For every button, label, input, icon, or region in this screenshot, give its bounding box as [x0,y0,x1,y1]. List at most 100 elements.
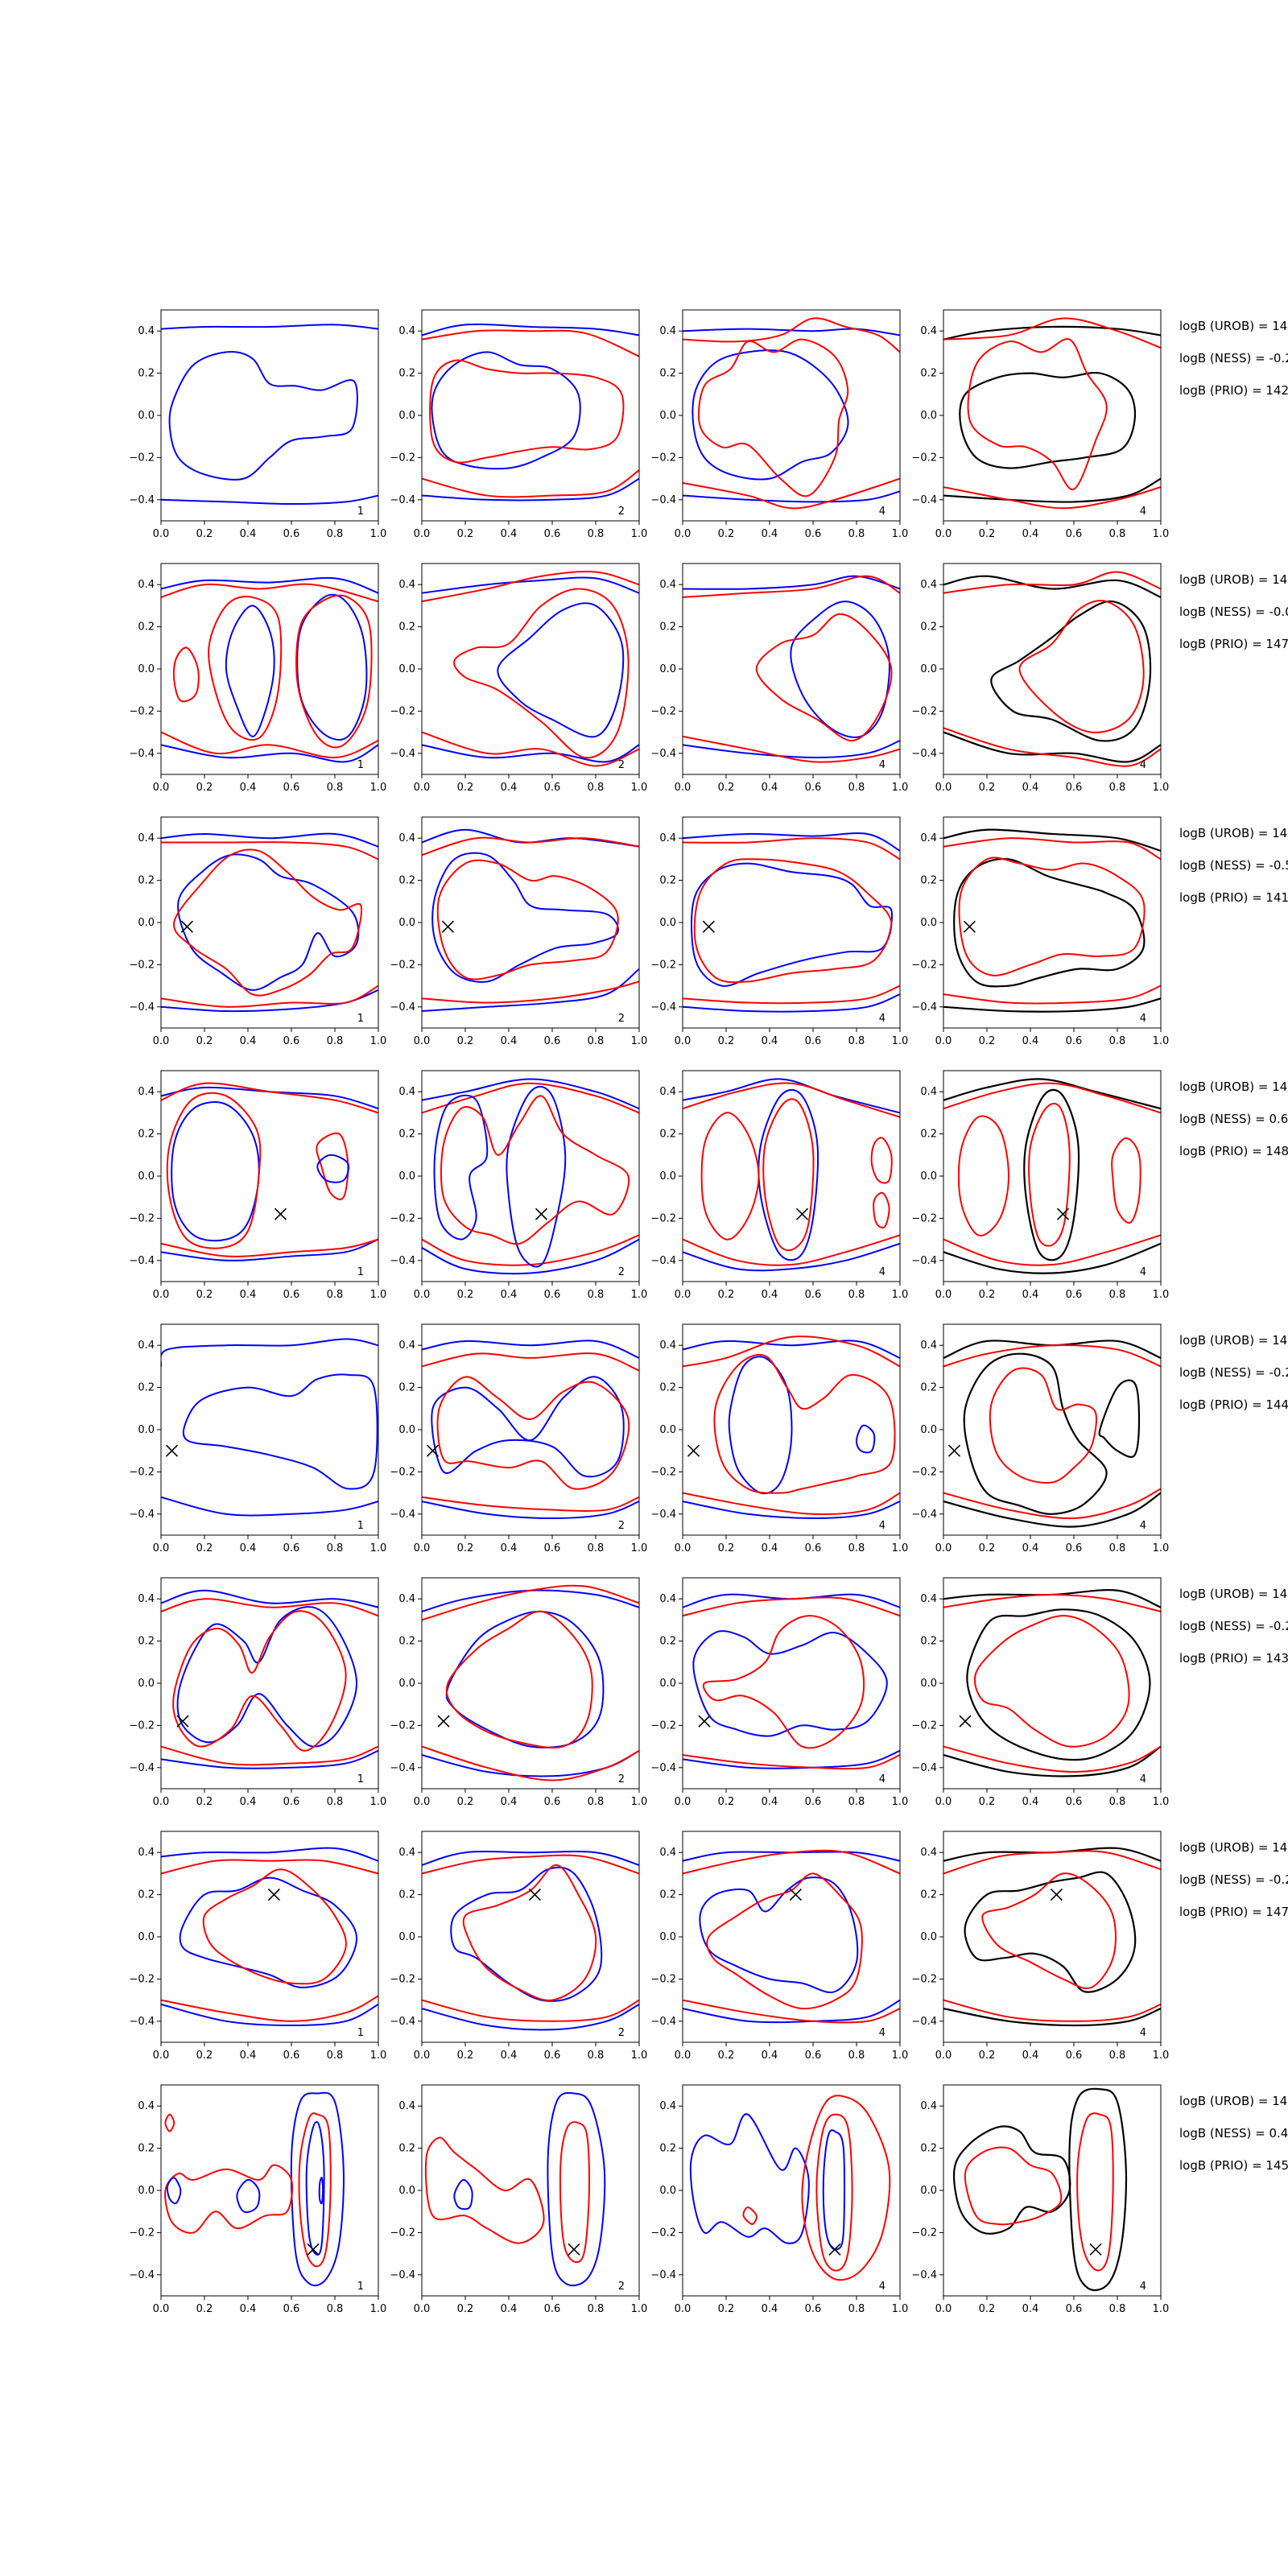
row-3: 0.0 0.2 0.4 0.6 0.8 1.00.40.20.0−0.2−0.41 0.0 0… [129,816,1288,1047]
contour-red [762,1098,815,1252]
contour-red [973,1615,1130,1748]
panel-tag: 1 [357,1520,364,1532]
y-tick-label: −0.2 [129,1212,155,1224]
contour-red [815,2113,853,2272]
y-tick-label: −0.4 [911,2016,937,2028]
y-tick-label: −0.4 [129,1255,155,1267]
x-tick-label: 1.0 [892,2303,909,2315]
contour-blue [790,601,890,738]
x-tick-label: 0.4 [501,1289,518,1301]
x-tick-label: 0.8 [327,1289,344,1301]
panel-r7-c2: 0.0 0.2 0.4 0.6 0.8 1.0 0.4 0.2 0.0 −0.2 −0.4 2 [390,1831,647,2062]
contour-blue [683,1593,900,1608]
x-tick-label: 0.2 [196,1542,213,1554]
x-tick-label: 1.0 [631,1289,648,1301]
y-tick-label: 0.4 [398,1593,415,1605]
contour-group [161,324,378,506]
y-tick-label: 0.4 [398,325,415,337]
contour-group [422,1078,639,1275]
y-tick-label: 0.2 [659,1636,676,1648]
contour-blue [422,1501,639,1520]
marker-x [441,920,454,933]
x-tick-label: 0.4 [762,2303,778,2315]
x-tick-label: 0.8 [588,2303,605,2315]
contour-red [943,317,1161,349]
contour-blue [236,2178,261,2214]
y-tick-label: 0.0 [138,410,155,422]
contour-red [706,1872,863,2010]
y-tick-label: −0.4 [129,1001,155,1013]
panel-tag: 4 [879,2027,886,2039]
x-tick-label: 0.8 [1109,1035,1126,1047]
contour-red [683,317,900,353]
y-tick-label: −0.4 [911,1509,937,1521]
x-tick-label: 0.4 [501,1035,518,1047]
contour-group [683,317,900,510]
x-tick-label: 0.8 [588,1035,605,1047]
contour-blue [453,2178,473,2211]
y-tick-label: 0.4 [138,1593,155,1605]
contour-black [943,1492,1161,1528]
contour-red [873,1191,890,1229]
y-tick-label: 0.4 [659,1847,676,1859]
y-tick-label: −0.4 [390,494,415,506]
x-tick-label: 1.0 [631,1542,648,1554]
contour-red [693,858,893,984]
contour-blue [689,2113,810,2244]
y-tick-label: −0.2 [390,705,415,717]
x-tick-label: 0.0 [675,2050,691,2062]
y-tick-label: 0.0 [398,663,415,675]
contour-blue [179,1876,358,1988]
contour-blue [445,1610,605,1748]
contour-blue [683,993,900,1013]
x-tick-label: 1.0 [631,2050,648,2062]
logb-label: logB (PRIO) = 1489 [1179,1144,1288,1158]
y-tick-label: −0.2 [911,452,937,464]
x-tick-label: 1.0 [370,528,387,540]
y-tick-label: −0.2 [911,1719,937,1732]
contour-red [943,1745,1161,1773]
contour-blue [683,490,900,503]
x-tick-label: 0.8 [1109,1289,1126,1301]
y-tick-label: 0.0 [659,917,676,929]
x-tick-label: 0.8 [588,2050,605,2062]
x-tick-label: 0.2 [196,782,213,794]
y-tick-label: 0.0 [398,410,415,422]
contour-blue [422,1238,639,1275]
y-tick-label: 0.4 [920,2100,937,2112]
contour-red [957,1115,1009,1236]
y-tick-label: −0.4 [390,2016,415,2028]
row-6: 0.0 0.2 0.4 0.6 0.8 1.00.40.20.0−0.2−0.410.0 0… [129,1577,1288,1808]
x-tick-label: 0.4 [240,528,257,540]
y-tick-label: 0.2 [138,621,155,634]
x-tick-label: 0.0 [414,2050,431,2062]
y-tick-label: 0.0 [659,1931,676,1943]
contour-red [440,1095,630,1245]
x-tick-label: 0.4 [240,2050,257,2062]
contour-blue [168,351,358,481]
contour-group [422,1851,639,2031]
contour-blue [161,2003,378,2027]
x-tick-label: 0.4 [762,1542,778,1554]
x-tick-label: 0.2 [718,1796,735,1808]
contour-red [742,2206,758,2225]
y-tick-label: 0.4 [920,325,937,337]
panel-r5-c4: 0.0 0.2 0.4 0.6 0.8 1.0 0.4 0.2 0.0 −0.2 −0.4 4 [911,1323,1169,1554]
panel-tag: 2 [618,1520,625,1532]
x-tick-label: 0.6 [544,1289,561,1301]
y-tick-label: −0.2 [911,1212,937,1224]
y-tick-label: 0.0 [920,663,937,675]
panel-r2-c2: 0.0 0.2 0.4 0.6 0.8 1.0 0.4 0.2 0.0 −0.2 −0.4 2 [390,563,647,794]
contour-group [422,1584,639,1781]
panel-r3-c1: 0.0 0.2 0.4 0.6 0.8 1.0 0.4 0.2 0.0 −0.2 −0.4 1 [129,816,386,1047]
y-tick-label: 0.2 [138,1129,155,1141]
panel-frame [943,816,1162,1029]
contour-black [943,1745,1161,1777]
y-tick-label: −0.2 [129,1466,155,1478]
contour-red [943,1850,1161,1875]
y-tick-label: 0.4 [138,2100,155,2112]
x-tick-label: 0.2 [718,1542,735,1554]
contour-red [445,1610,593,1749]
contour-red [683,985,900,1005]
panel-r4-c2: 0.0 0.2 0.4 0.6 0.8 1.0 0.4 0.2 0.0 −0.2 −0.4 2 [390,1070,648,1301]
